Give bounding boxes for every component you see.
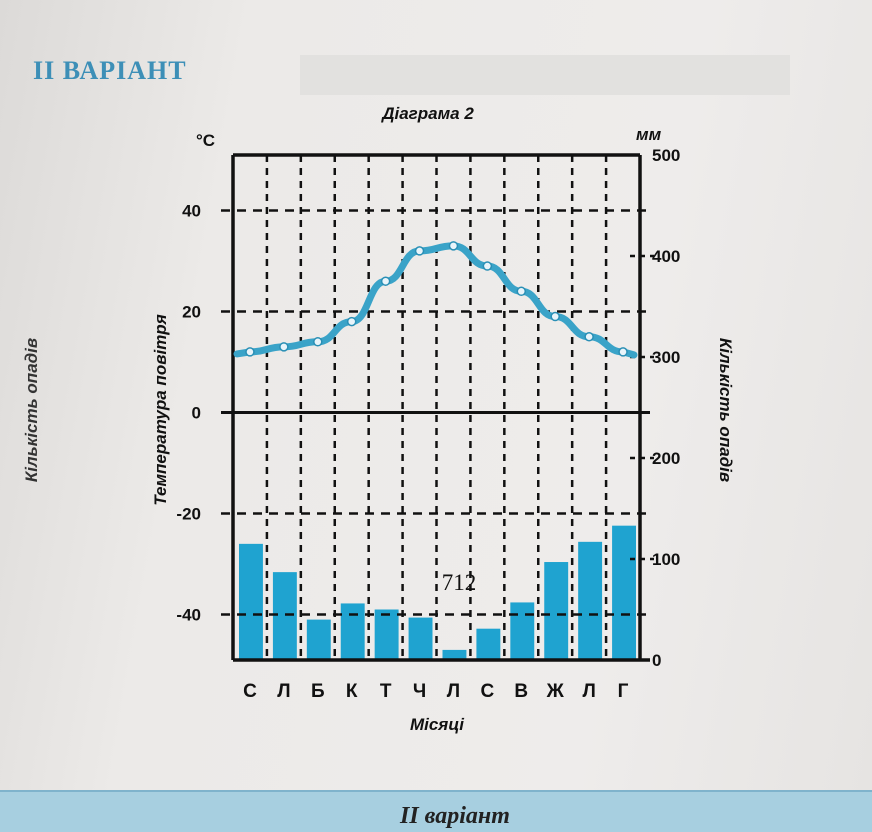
month-label: В [514,681,528,702]
header-band [300,55,790,95]
month-label: Б [311,681,325,702]
right-tick-label: 400 [652,247,680,266]
x-axis-label: Місяці [410,715,465,734]
right-axis-unit: мм [636,125,662,144]
temperature-point-2 [279,342,289,352]
month-label: Т [380,681,392,702]
right-tick-label: 0 [652,651,661,670]
precipitation-bar-10 [544,562,569,660]
month-label: Ж [546,681,565,702]
temperature-point-6 [414,246,425,256]
variant-heading: II ВАРІАНТ [33,56,187,85]
temperature-point-5 [380,276,391,286]
temperature-point-11 [584,332,594,342]
precipitation-bar-2 [272,572,297,660]
month-label: С [243,681,257,702]
right-tick-label: 200 [652,449,680,468]
precipitation-bar-11 [578,541,603,660]
chart-title: Діаграма 2 [380,104,474,123]
precipitation-bar-8 [476,628,501,660]
temperature-line [233,242,638,359]
temperature-point-12 [618,347,628,357]
left-tick-label: 0 [192,404,201,423]
month-label: К [346,681,358,702]
precipitation-bar-7 [442,649,467,660]
month-label: Г [618,681,629,702]
temperature-point-1 [245,347,255,357]
right-axis-label: Кількість опадів [716,338,735,482]
month-label: Л [447,681,460,702]
precipitation-bar-4 [340,603,365,660]
month-label: Ч [413,681,426,702]
right-tick-label: 300 [652,348,680,367]
left-tick-label: 20 [182,303,201,322]
temperature-point-8 [482,261,493,271]
temperature-point-7 [448,241,459,251]
left-tick-label: -20 [176,505,201,524]
left-tick-label: -40 [176,606,201,625]
precipitation-bar-3 [306,619,331,660]
month-label: Л [582,681,595,702]
left-tick-label: 40 [182,202,201,221]
left-axis-unit: °C [196,131,215,150]
precipitation-bar-5 [374,609,399,660]
temperature-point-4 [346,316,357,327]
month-label: С [481,681,495,702]
right-tick-label: 500 [652,146,680,165]
precipitation-bar-6 [408,617,433,660]
right-tick-label: 100 [652,550,680,569]
temperature-point-10 [550,311,560,322]
left-axis-label: Температура повітря [151,314,170,505]
precipitation-bar-1 [239,543,263,660]
temperature-point-9 [516,286,527,297]
temperature-point-3 [313,337,323,347]
precipitation-bar-12 [612,525,636,660]
precipitation-bar-9 [510,602,535,660]
month-label: Л [277,681,290,702]
